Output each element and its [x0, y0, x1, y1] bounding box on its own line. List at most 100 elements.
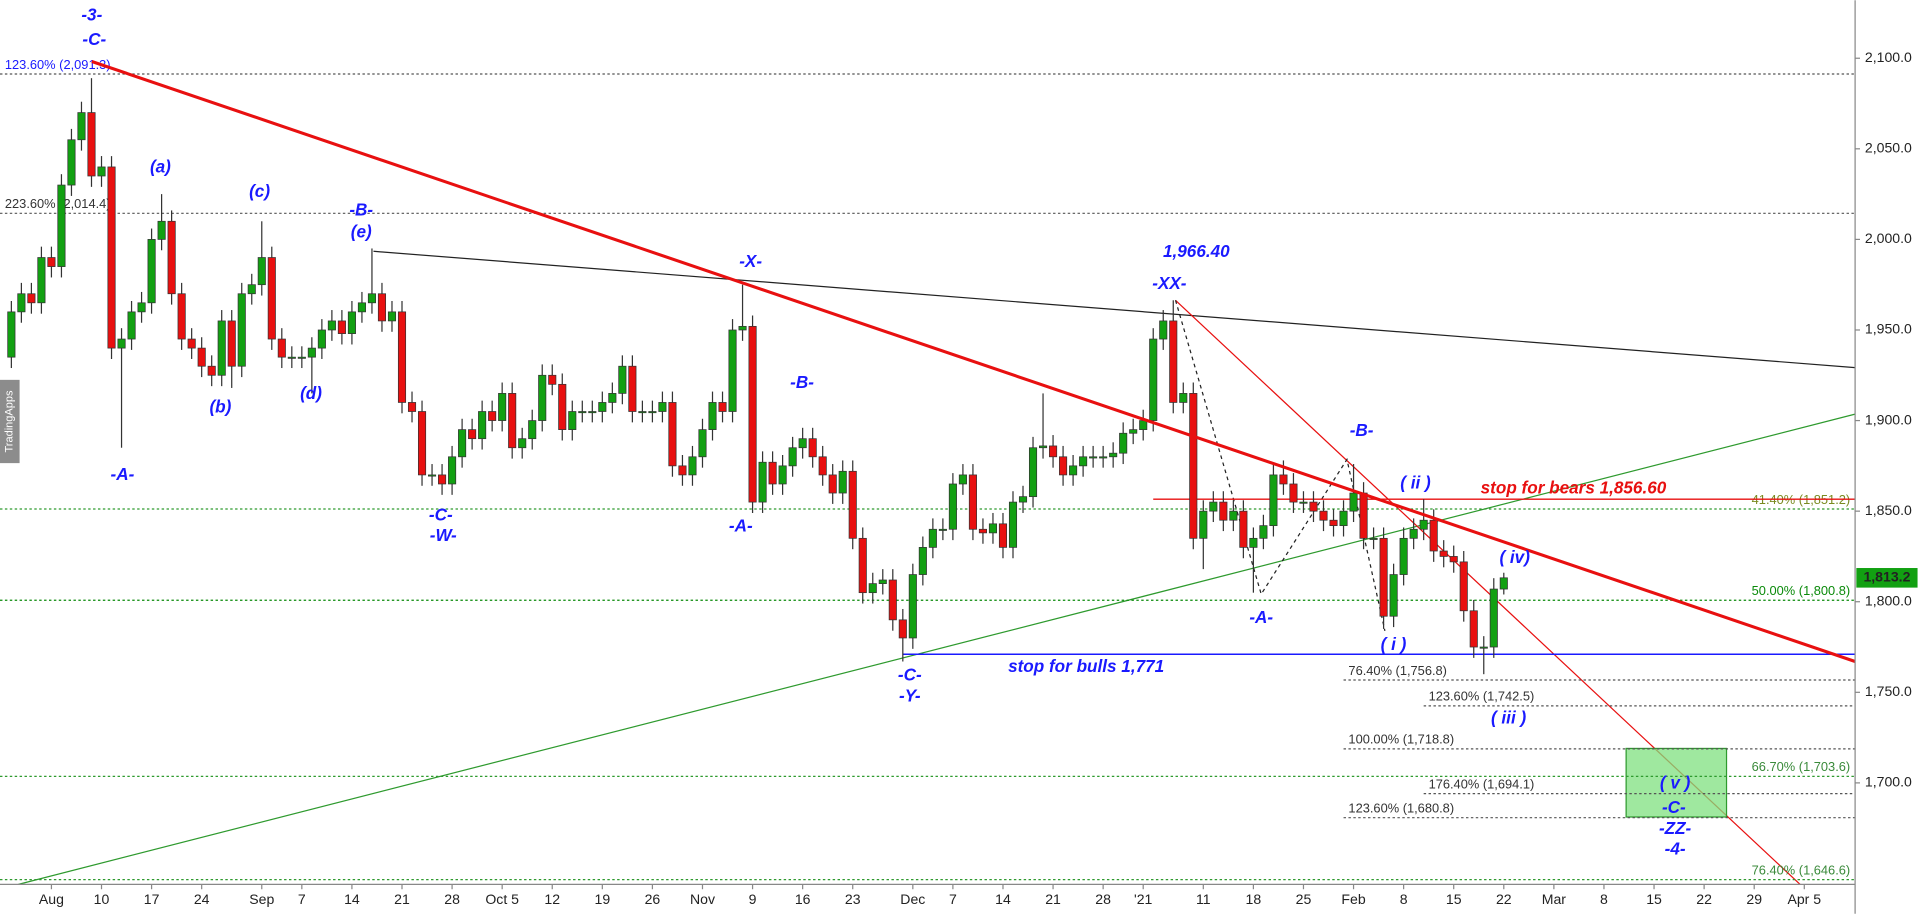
candles: [7, 78, 1508, 675]
candle-body: [658, 402, 667, 412]
y-tick-label: 2,050.0: [1865, 140, 1912, 156]
wave-label: -B-: [1350, 420, 1374, 440]
candle-body: [478, 411, 487, 440]
candle-body: [217, 320, 226, 376]
watermark: TradingApps: [4, 390, 16, 453]
wave-label: -C-: [82, 29, 106, 49]
wave-label: (b): [209, 397, 231, 417]
wave-label: -ZZ-: [1659, 818, 1692, 838]
candle-body: [37, 257, 46, 304]
candle-body: [367, 293, 376, 304]
candle-body: [828, 474, 837, 494]
candle-body: [688, 456, 697, 476]
candle-body: [87, 112, 96, 177]
candle-body: [417, 411, 427, 476]
candle-body: [397, 311, 407, 403]
candle-body: [838, 470, 847, 494]
candle-body: [458, 429, 467, 458]
y-tick-label: 1,800.0: [1865, 592, 1912, 608]
wave-label: ( iv): [1499, 547, 1530, 567]
candle-body: [668, 402, 677, 467]
candle-body: [1309, 501, 1318, 512]
candle-body: [1199, 510, 1208, 539]
candle-body: [758, 461, 767, 503]
candle-body: [1499, 577, 1508, 590]
wave-path: [1174, 300, 1386, 632]
last-price-label: 1,813.2: [1863, 569, 1910, 585]
candle-body: [1139, 420, 1148, 430]
candle-body: [1479, 646, 1488, 649]
watermark-box: [0, 379, 20, 464]
candle-body: [918, 547, 927, 575]
candle-body: [518, 438, 527, 449]
candle-body: [608, 393, 617, 403]
candle-body: [67, 139, 76, 186]
candle-body: [1109, 452, 1118, 458]
candle-body: [1329, 519, 1338, 527]
candle-body: [1319, 510, 1328, 521]
candle-body: [1169, 320, 1178, 403]
candle-body: [1269, 474, 1278, 527]
candle-body: [708, 402, 717, 430]
candle-body: [1289, 483, 1298, 503]
candle-body: [1339, 510, 1348, 527]
wave-label: (e): [351, 221, 372, 241]
candle-body: [317, 329, 326, 349]
candle-body: [1399, 537, 1408, 575]
x-tick-label: 8: [1600, 891, 1608, 907]
x-tick-label: 14: [995, 891, 1011, 907]
candle-body: [558, 383, 567, 430]
candle-body: [1419, 519, 1428, 530]
candle-body: [898, 619, 907, 639]
level-label: 123.60% (2,091.3): [5, 57, 111, 72]
candle-body: [778, 465, 787, 485]
y-tick-label: 1,900.0: [1865, 411, 1912, 427]
candle-body: [147, 239, 156, 304]
candle-body: [327, 320, 336, 331]
candle-body: [998, 523, 1008, 548]
wave-label: -B-: [349, 199, 373, 219]
candle-body: [1429, 519, 1438, 552]
stop-label: stop for bears 1,856.60: [1481, 477, 1667, 497]
candle-body: [347, 311, 356, 334]
candle-body: [738, 325, 747, 331]
x-tick-label: 28: [444, 891, 460, 907]
candle-body: [247, 284, 256, 295]
wave-label: -C-: [1662, 797, 1686, 817]
candle-body: [1069, 465, 1078, 476]
candle-body: [968, 474, 977, 530]
wave-label: (a): [150, 157, 171, 177]
candle-body: [538, 374, 547, 421]
x-tick-label: Mar: [1542, 891, 1567, 907]
x-tick-label: Dec: [900, 891, 925, 907]
candle-body: [1359, 492, 1368, 539]
trend-line: [373, 250, 1856, 369]
candle-body: [117, 338, 126, 349]
x-tick-label: 21: [1045, 891, 1061, 907]
candle-body: [267, 257, 276, 340]
candle-body: [588, 411, 597, 414]
annotations: stop for bulls 1,771 stop for bears 1,856…: [81, 5, 1691, 859]
candle-body: [17, 293, 26, 313]
x-tick-label: Feb: [1341, 891, 1365, 907]
candle-body: [988, 523, 998, 534]
candle-body: [878, 579, 887, 584]
candle-body: [1349, 492, 1358, 512]
wave-label: -Y-: [899, 686, 921, 706]
candle-body: [57, 184, 66, 267]
candle-body: [407, 402, 417, 412]
trend-line: [91, 60, 1856, 663]
level-label: 100.00% (1,718.8): [1348, 732, 1454, 747]
x-tick-label: Sep: [249, 891, 274, 907]
wave-label: -B-: [790, 372, 814, 392]
candle-body: [1239, 510, 1248, 548]
candle-body: [768, 461, 777, 485]
candle-body: [1489, 588, 1498, 648]
x-tick-label: 18: [1246, 891, 1262, 907]
candle-body: [1409, 528, 1418, 539]
stop-label: stop for bulls 1,771: [1008, 656, 1164, 676]
trend-line: [18, 413, 1856, 885]
candle-body: [377, 293, 387, 322]
wave-label: -A-: [729, 515, 753, 535]
